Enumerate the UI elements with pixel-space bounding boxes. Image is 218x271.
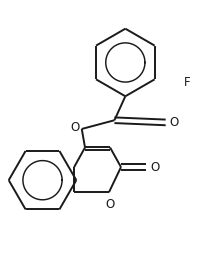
Text: O: O [70, 121, 79, 134]
Text: O: O [106, 198, 115, 211]
Text: O: O [150, 161, 159, 174]
Text: O: O [170, 116, 179, 129]
Text: F: F [184, 76, 191, 89]
